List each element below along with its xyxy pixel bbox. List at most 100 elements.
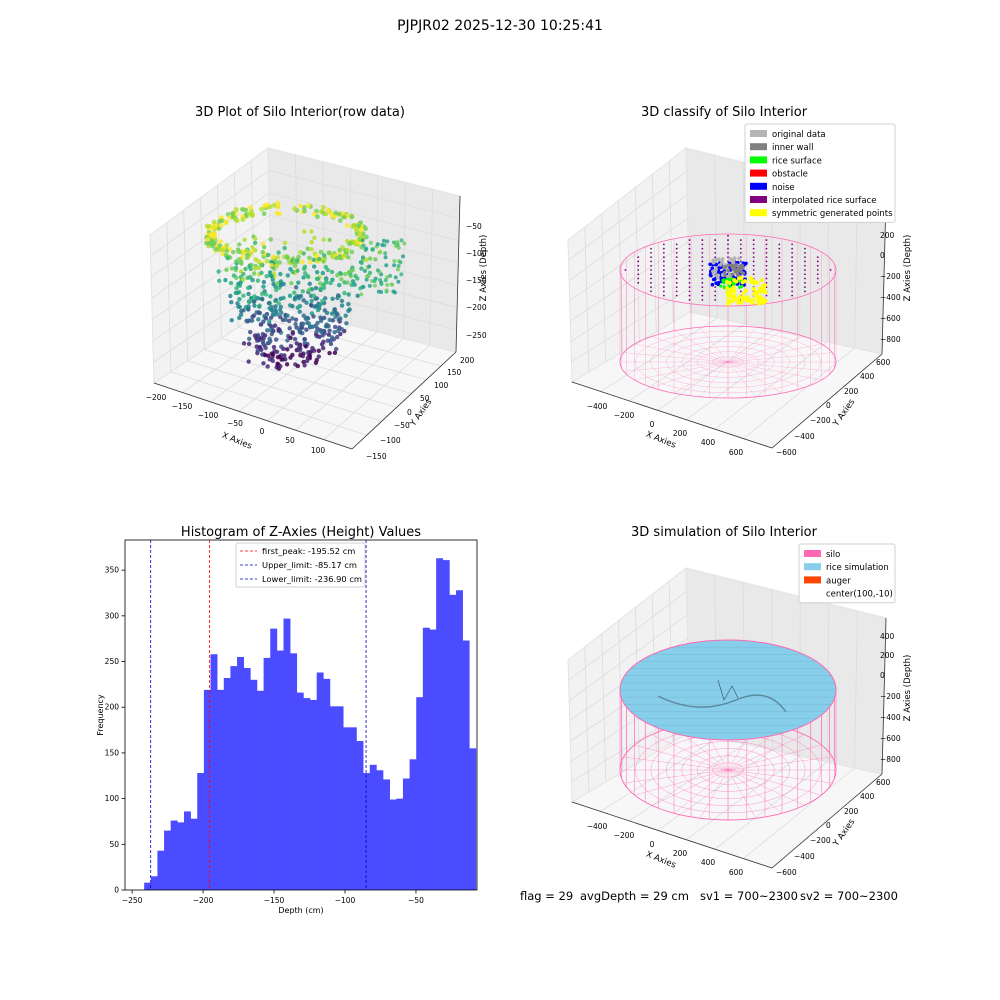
data-point <box>307 255 312 261</box>
data-point <box>282 353 287 358</box>
rice-surface-mesh <box>620 646 836 734</box>
data-point <box>305 355 311 361</box>
x-axis-line <box>571 381 773 449</box>
surface-point <box>714 239 717 241</box>
surface-point <box>816 256 819 259</box>
surface-point <box>701 281 704 284</box>
legend-swatch <box>750 143 767 151</box>
data-point <box>311 257 316 263</box>
data-point <box>338 331 343 337</box>
surface-point <box>637 273 640 276</box>
surface-point <box>816 273 819 276</box>
histogram-bar <box>396 798 404 890</box>
data-point <box>276 301 281 306</box>
surface-point <box>675 290 678 293</box>
surface-point <box>791 277 794 280</box>
surface-point <box>778 256 781 259</box>
surface-point <box>650 247 652 250</box>
data-point <box>235 301 240 306</box>
surface-point <box>791 252 794 254</box>
surface-point <box>662 290 665 293</box>
data-point <box>290 331 295 336</box>
symmetric-point <box>749 279 754 284</box>
data-point <box>384 288 389 293</box>
noise-point <box>744 261 748 266</box>
grid-line <box>323 344 430 440</box>
data-point <box>273 337 279 342</box>
y-axis-label: Y Axies <box>831 817 858 849</box>
data-point <box>261 211 267 217</box>
surface-point <box>714 299 717 301</box>
grid-line <box>568 194 688 281</box>
y-tick-label: 50 <box>109 840 119 849</box>
data-point <box>361 243 366 248</box>
inner-wall-point <box>731 267 736 271</box>
data-point <box>364 277 369 282</box>
symmetric-point <box>741 291 746 296</box>
data-point <box>261 319 266 324</box>
surface-point <box>804 281 806 284</box>
data-point <box>368 240 373 245</box>
silo-wire <box>727 361 783 394</box>
histogram-bar <box>217 689 225 890</box>
data-point <box>237 242 242 247</box>
data-point <box>372 278 377 283</box>
data-point <box>206 241 212 246</box>
data-point <box>267 336 272 341</box>
data-point <box>233 259 239 264</box>
surface-point <box>662 294 665 297</box>
histogram-bar <box>177 822 185 890</box>
noise-point <box>708 262 712 267</box>
data-point <box>339 298 345 304</box>
grid-line <box>170 371 367 436</box>
x-axis-label: Depth (cm) <box>278 906 323 915</box>
surface-point <box>675 264 678 267</box>
histogram-bar <box>329 706 337 890</box>
data-point <box>399 272 404 277</box>
noise-point <box>710 282 715 287</box>
data-point <box>258 322 264 327</box>
y-tick-label: 600 <box>876 778 891 787</box>
surface-point <box>727 234 729 237</box>
data-point <box>295 268 300 273</box>
data-point <box>233 265 239 270</box>
data-point <box>303 271 308 276</box>
grid-line <box>569 217 688 302</box>
data-point <box>302 208 307 214</box>
data-point <box>253 236 258 241</box>
data-point <box>269 273 274 279</box>
surface-point <box>765 247 768 250</box>
surface-point <box>752 247 755 250</box>
data-point <box>286 318 292 324</box>
histogram-bar <box>243 667 251 890</box>
surface-point <box>714 286 717 288</box>
histogram-bar <box>144 882 152 890</box>
symmetric-point <box>725 293 730 298</box>
legend-entry: first_peak: -195.52 cm <box>262 546 355 556</box>
surface-point <box>675 243 678 246</box>
data-point <box>306 321 312 326</box>
y-tick-label: 350 <box>105 566 120 575</box>
rice-surface-point <box>738 285 742 290</box>
data-point <box>393 275 398 280</box>
data-point <box>311 348 317 353</box>
original-point <box>713 269 718 274</box>
data-point <box>321 237 326 242</box>
data-point <box>319 342 325 347</box>
symmetric-point <box>763 298 768 303</box>
data-point <box>329 269 335 275</box>
surface-point <box>791 290 794 293</box>
surface-point <box>778 277 781 280</box>
symmetric-point <box>739 300 744 305</box>
z-tick-label: −400 <box>880 713 901 722</box>
surface-point <box>765 252 768 254</box>
x-tick-label: 200 <box>673 849 688 858</box>
data-point <box>298 353 303 358</box>
legend-entry: interpolated rice surface <box>772 196 877 206</box>
surface-point <box>650 277 652 280</box>
data-point <box>288 267 293 272</box>
data-point <box>293 285 299 290</box>
data-point <box>260 339 266 344</box>
surface-point <box>778 243 781 246</box>
